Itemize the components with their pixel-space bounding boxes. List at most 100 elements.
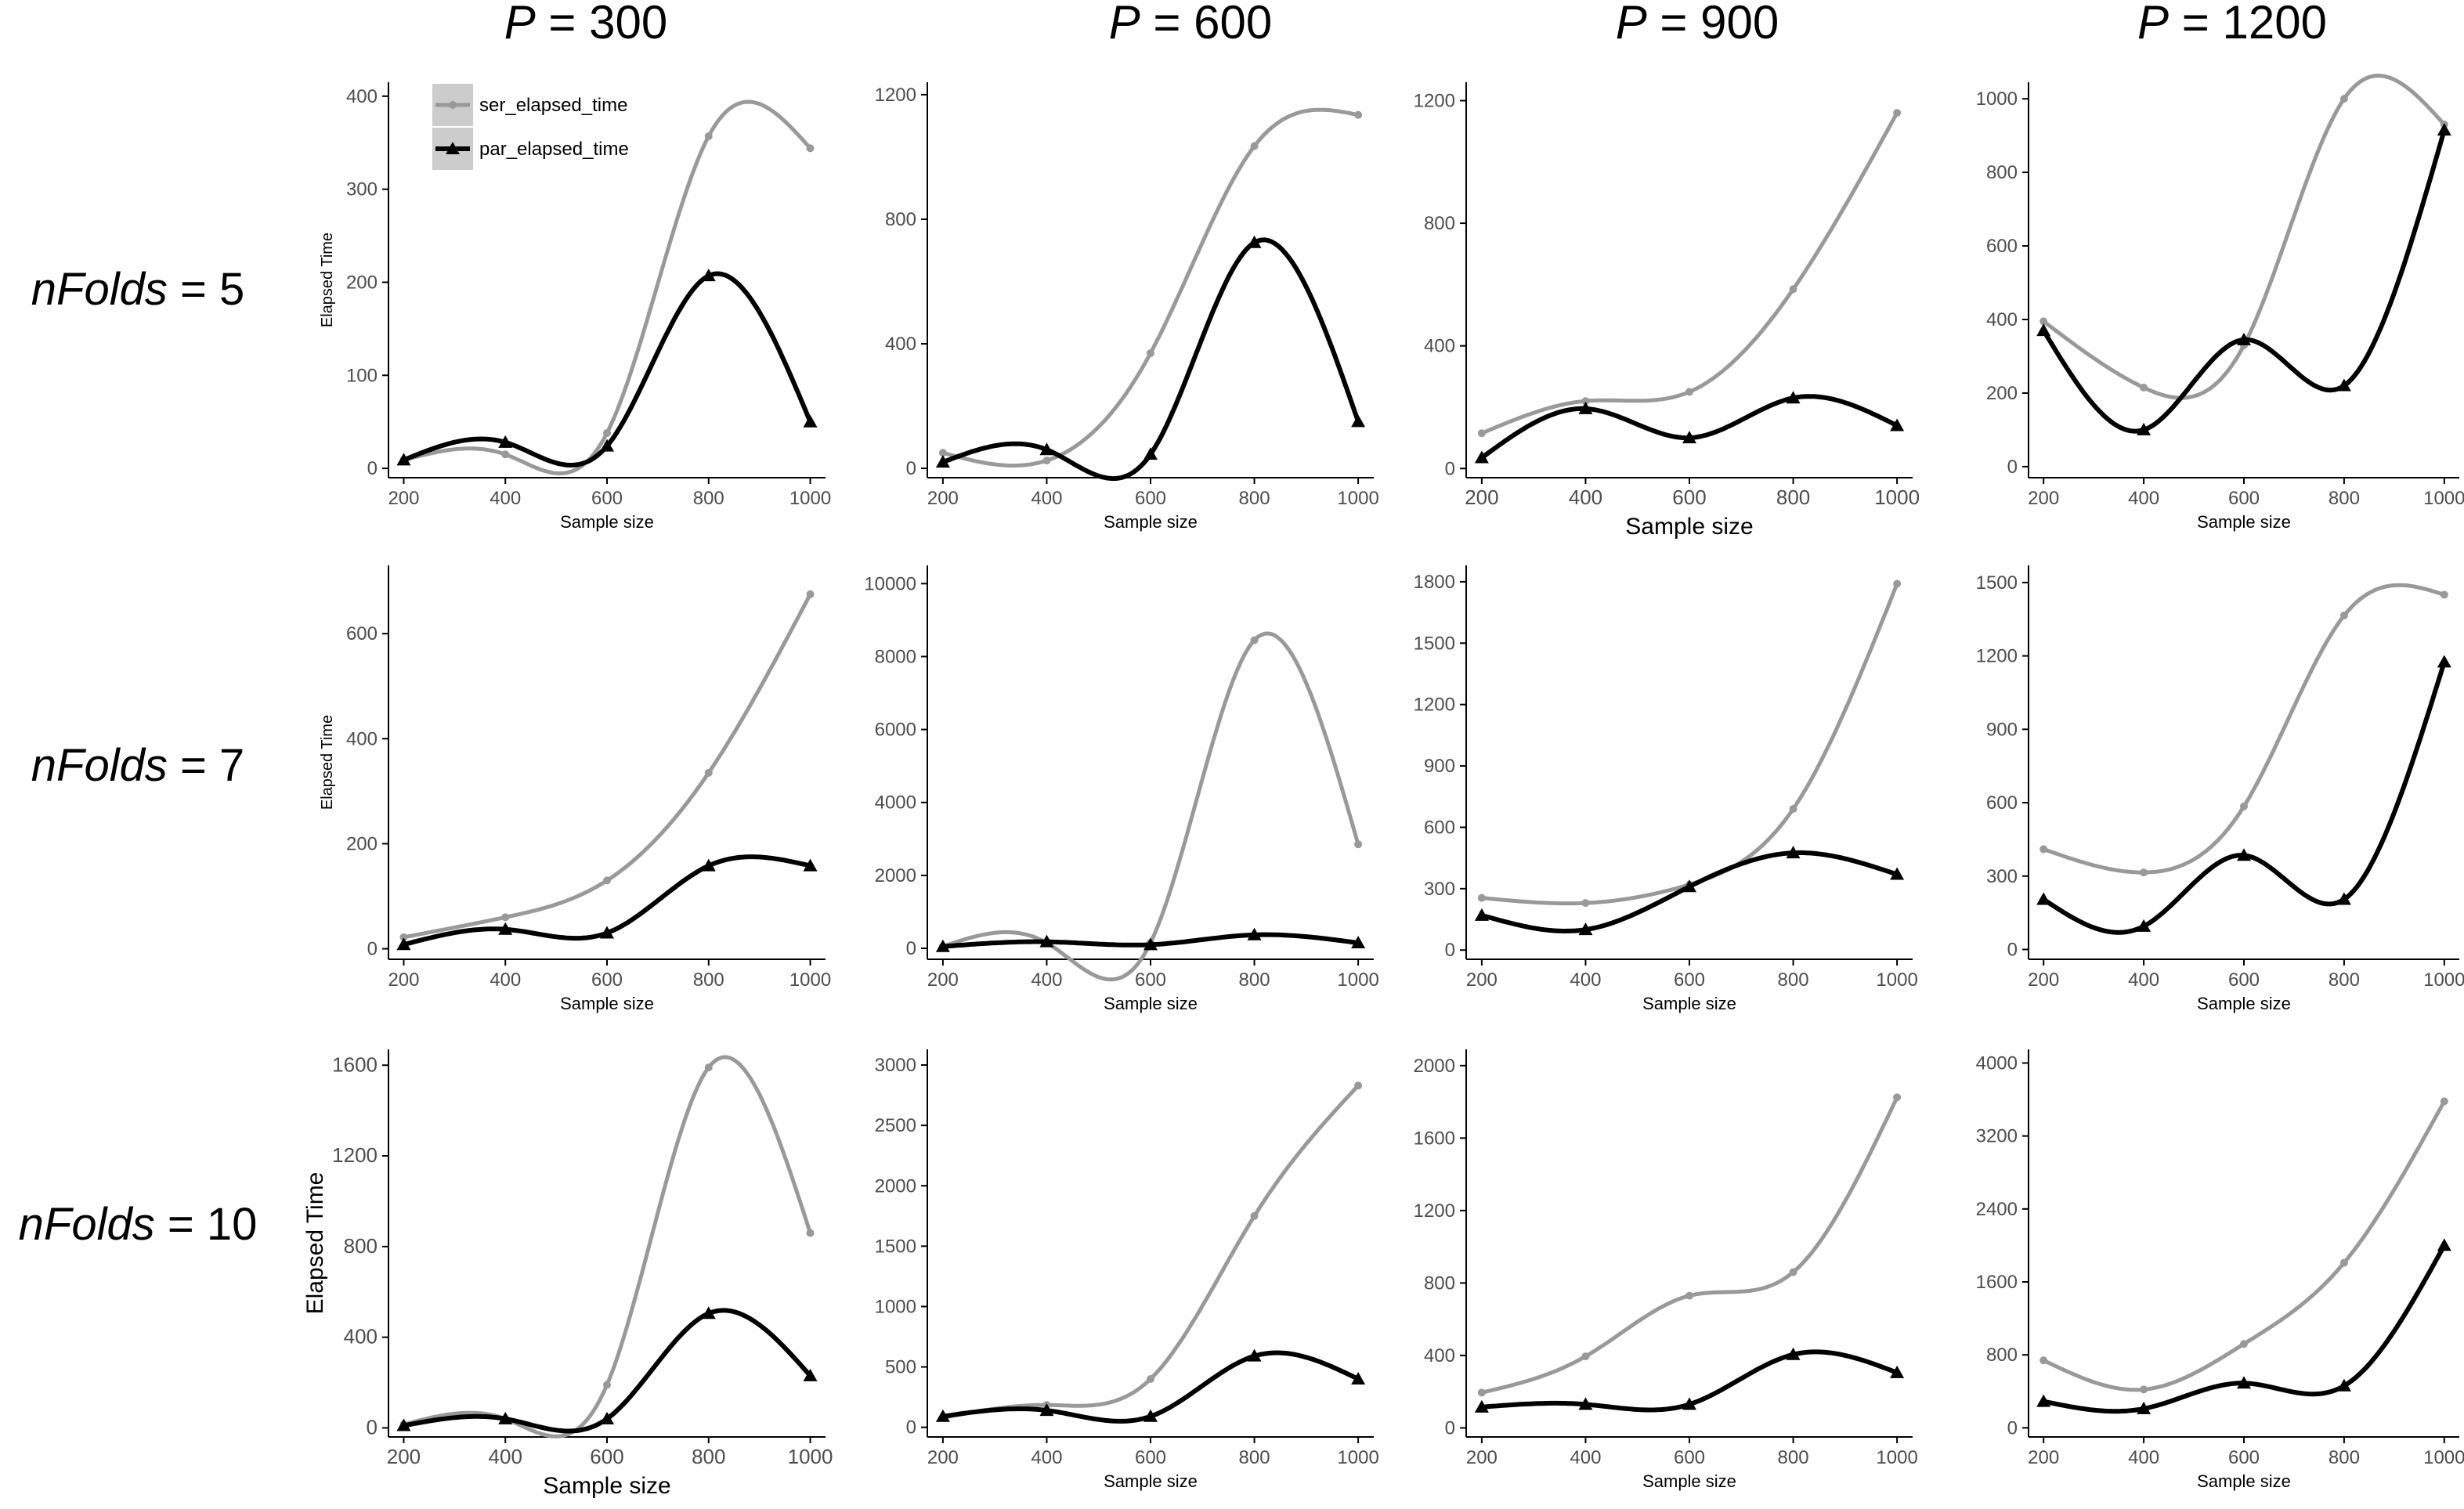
x-tick-label: 400 — [2128, 1447, 2159, 1468]
y-tick-label: 0 — [906, 938, 916, 959]
data-point-ser — [704, 132, 713, 140]
data-point-par — [1578, 1397, 1593, 1410]
x-axis-label: Sample size — [2197, 512, 2291, 532]
y-tick-label: 300 — [1986, 866, 2018, 887]
data-point-par — [2336, 892, 2351, 905]
x-tick-label: 800 — [693, 488, 724, 509]
y-tick-label: 200 — [1986, 383, 2018, 404]
data-point-ser — [2240, 1340, 2248, 1348]
series-line-ser-elapsed-time — [942, 1084, 1360, 1420]
x-axis-label: Sample size — [1642, 1471, 1736, 1491]
y-tick-label: 1800 — [1414, 572, 1455, 593]
x-tick-label: 200 — [927, 488, 959, 509]
y-tick-label: 1000 — [1976, 88, 2018, 110]
y-tick-label: 800 — [1424, 1273, 1455, 1294]
data-point-ser — [1042, 457, 1051, 465]
x-tick-label: 600 — [591, 969, 623, 991]
chart-panel-r2-c3: 0 300 600 900 1200 1500 1800 200 400 600 800 1000 Sa… — [1414, 565, 1918, 1013]
series-line-ser-elapsed-time — [942, 107, 1359, 468]
column-title-p300: P = 300 — [504, 0, 668, 49]
data-point-par — [1682, 879, 1696, 893]
data-point-par — [1890, 1365, 1905, 1378]
data-point-par — [600, 439, 614, 452]
data-point-par — [701, 1306, 716, 1319]
x-tick-label: 600 — [2228, 1447, 2260, 1468]
y-tick-label: 400 — [346, 86, 378, 107]
series-line-par-elapsed-time — [1480, 394, 1899, 460]
x-axis-label: Sample size — [1642, 994, 1736, 1013]
data-point-par — [1143, 1409, 1158, 1422]
chart-panel-r1-c3: 0 400 800 1200 200 400 600 800 1000 Sample size — [1414, 82, 1920, 540]
data-point-ser — [2140, 1385, 2148, 1394]
x-axis-label: Sample size — [1625, 514, 1753, 540]
y-tick-label: 4000 — [1976, 1052, 2018, 1074]
x-axis-label: Sample size — [543, 1473, 670, 1499]
data-point-ser — [2440, 1097, 2448, 1106]
x-tick-label: 200 — [927, 1447, 959, 1468]
data-point-par — [600, 1411, 614, 1424]
y-tick-label: 0 — [2007, 1417, 2018, 1439]
chart-panel-r2-c2: 0 2000 4000 6000 8000 10000 200 400 600 800 1000 Sa… — [864, 565, 1379, 1013]
x-tick-label: 200 — [1466, 1447, 1498, 1468]
chart-panel-r3-c4: 0 800 1600 2400 3200 4000 200 400 600 800 1000 Samp… — [1976, 1049, 2464, 1491]
y-tick-label: 100 — [346, 365, 378, 386]
x-tick-label: 1000 — [788, 1445, 833, 1468]
data-point-ser — [1581, 899, 1590, 908]
data-point-ser — [2140, 868, 2148, 877]
data-point-par — [1039, 934, 1054, 948]
x-tick-label: 400 — [490, 488, 521, 509]
data-point-ser — [1685, 388, 1693, 396]
data-point-ser — [806, 590, 815, 598]
series-line-ser-elapsed-time — [1480, 111, 1899, 435]
data-point-par — [2137, 422, 2151, 435]
x-tick-label: 1000 — [789, 969, 831, 991]
data-point-ser — [2039, 1356, 2048, 1365]
x-axis-label: Sample size — [560, 512, 654, 532]
legend-label: par_elapsed_time — [479, 139, 629, 160]
data-point-par — [701, 858, 716, 872]
data-point-ser — [1354, 840, 1363, 849]
series-line-par-elapsed-time — [941, 237, 1360, 482]
x-tick-label: 600 — [1135, 488, 1166, 509]
data-point-ser — [2339, 1258, 2348, 1267]
data-point-ser — [399, 933, 408, 941]
y-tick-label: 800 — [344, 1234, 378, 1258]
data-point-par — [396, 937, 411, 951]
data-point-par — [1039, 442, 1054, 456]
data-point-ser — [1354, 110, 1363, 119]
legend-key-marker-par — [446, 142, 460, 154]
y-axis-label: Elapsed Time — [319, 715, 336, 810]
chart-panel-r3-c3: 0 400 800 1200 1600 2000 200 400 600 800 1000 Sampl… — [1414, 1049, 1918, 1491]
chart-panel-r1-c4: 0 200 400 600 800 1000 200 400 600 800 1000 Sample … — [1976, 74, 2464, 532]
data-point-par — [600, 926, 614, 939]
x-axis-label: Sample size — [2197, 994, 2291, 1013]
data-point-par — [396, 453, 411, 466]
x-tick-label: 400 — [2128, 488, 2159, 509]
y-tick-label: 1200 — [332, 1143, 378, 1167]
series-line-ser-elapsed-time — [1481, 1096, 1899, 1395]
chart-panel-r2-c4: 0 300 600 900 1200 1500 200 400 600 800 1000 Sample… — [1976, 565, 2464, 1013]
data-point-par — [2137, 919, 2151, 932]
y-tick-label: 400 — [885, 334, 916, 355]
x-tick-label: 1000 — [789, 488, 831, 509]
column-title-p1200: P = 1200 — [2137, 0, 2327, 49]
legend-key-marker-ser — [449, 101, 457, 109]
data-point-ser — [1789, 804, 1797, 813]
legend: ser_elapsed_time par_elapsed_time — [432, 84, 629, 170]
y-tick-label: 900 — [1424, 756, 1455, 777]
data-point-par — [701, 269, 716, 282]
data-point-ser — [1250, 636, 1259, 644]
x-tick-label: 200 — [1466, 969, 1498, 991]
column-title-p600: P = 600 — [1108, 0, 1273, 49]
data-point-par — [1247, 1348, 1262, 1362]
y-tick-label: 1200 — [1414, 90, 1455, 111]
data-point-ser — [603, 876, 611, 885]
chart-panel-r3-c1: 0 400 800 1200 1600 200 400 600 800 1000 Sample si… — [302, 1049, 833, 1499]
series-line-ser-elapsed-time — [2042, 74, 2446, 400]
data-point-ser — [1147, 1374, 1154, 1383]
y-tick-label: 0 — [1445, 1417, 1455, 1439]
data-point-par — [1890, 867, 1905, 880]
x-tick-label: 800 — [1778, 969, 1809, 991]
y-tick-label: 0 — [2007, 457, 2018, 478]
